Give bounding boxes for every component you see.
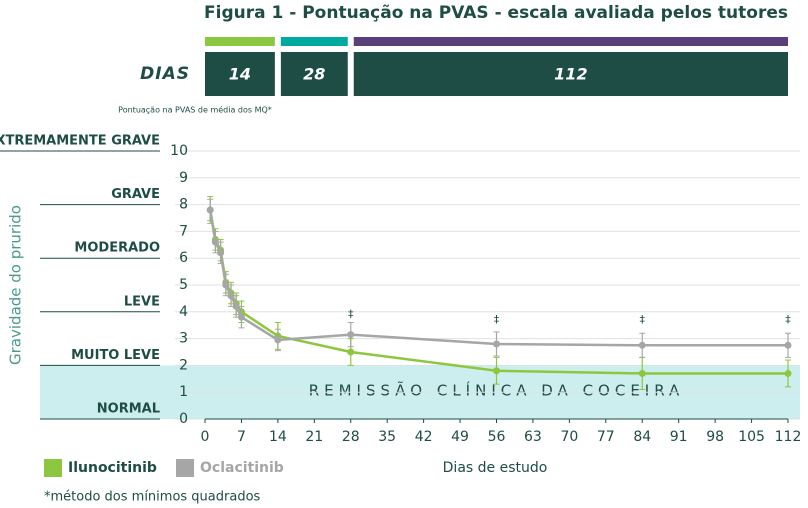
period-bar [353,37,788,46]
severity-label: MODERADO [74,241,160,256]
point [638,341,646,349]
severity-label: EXTREMAMENTE GRAVE [0,134,160,149]
legend-label: Ilunocitinib [68,460,157,476]
y-tick-label: 7 [179,223,188,239]
y-tick-label: 2 [179,357,188,373]
x-tick-label: 63 [524,429,542,445]
series-line [208,209,788,375]
point [211,238,219,246]
annotation: ‡ [640,313,646,326]
y-tick-label: 5 [179,277,188,293]
x-tick-label: 56 [488,429,506,445]
x-tick-label: 112 [775,429,802,445]
x-tick-label: 105 [738,429,765,445]
period-bar [205,37,275,46]
x-tick-label: 28 [342,429,360,445]
legend-swatch [44,459,62,477]
y-tick-label: 3 [179,331,188,347]
x-tick-label: 21 [305,429,323,445]
chart-title: Figura 1 - Pontuação na PVAS - escala av… [204,3,788,23]
x-tick-label: 70 [560,429,578,445]
y-note: Pontuação na PVAS de média dos MQ* [118,105,272,115]
x-tick-label: 98 [706,429,724,445]
point [222,281,230,289]
remission-label: REMISSÃO CLÍNICA DA COCEIRA [309,381,685,400]
legend-swatch [176,459,194,477]
y-tick-label: 8 [179,197,188,213]
x-tick-label: 49 [451,429,469,445]
point [206,206,214,214]
point [347,331,355,339]
period-bar [280,37,348,46]
y-axis-label: Gravidade do prurido [7,205,25,365]
x-tick-label: 91 [670,429,688,445]
annotation: ‡ [348,307,354,320]
point [347,348,355,356]
annotation: ‡ [494,313,500,326]
period-label: 14 [229,65,251,84]
footnote: *método dos mínimos quadrados [44,490,261,505]
period-label: 112 [554,65,587,84]
severity-label: LEVE [124,294,160,309]
y-tick-label: 4 [179,304,188,320]
x-tick-label: 7 [237,429,246,445]
severity-label: GRAVE [111,187,160,202]
legend-label: Oclacitinib [200,460,284,476]
x-tick-label: 35 [378,429,396,445]
x-tick-label: 14 [269,429,287,445]
y-tick-label: 0 [179,411,188,427]
severity-label: NORMAL [97,402,160,417]
point [784,369,792,377]
point [493,340,500,348]
period-box [353,52,788,96]
point [217,249,225,257]
x-tick-label: 84 [633,429,651,445]
y-tick-label: 1 [179,384,188,400]
x-axis-label: Dias de estudo [443,460,548,476]
point [493,367,500,375]
point [227,292,235,300]
point [784,341,792,349]
x-tick-label: 0 [201,429,210,445]
y-tick-label: 9 [179,170,188,186]
period-box [205,52,275,96]
point [638,369,646,377]
periods-label: DIAS [140,64,190,84]
period-label: 28 [303,65,325,84]
point [274,336,282,344]
point [237,313,245,321]
x-tick-label: 42 [415,429,433,445]
annotation: ‡ [785,313,791,326]
y-tick-label: 10 [170,143,188,159]
period-box [280,52,348,96]
severity-label: MUITO LEVE [71,348,160,363]
point [232,302,240,310]
y-tick-label: 6 [179,250,188,266]
x-tick-label: 77 [597,429,615,445]
